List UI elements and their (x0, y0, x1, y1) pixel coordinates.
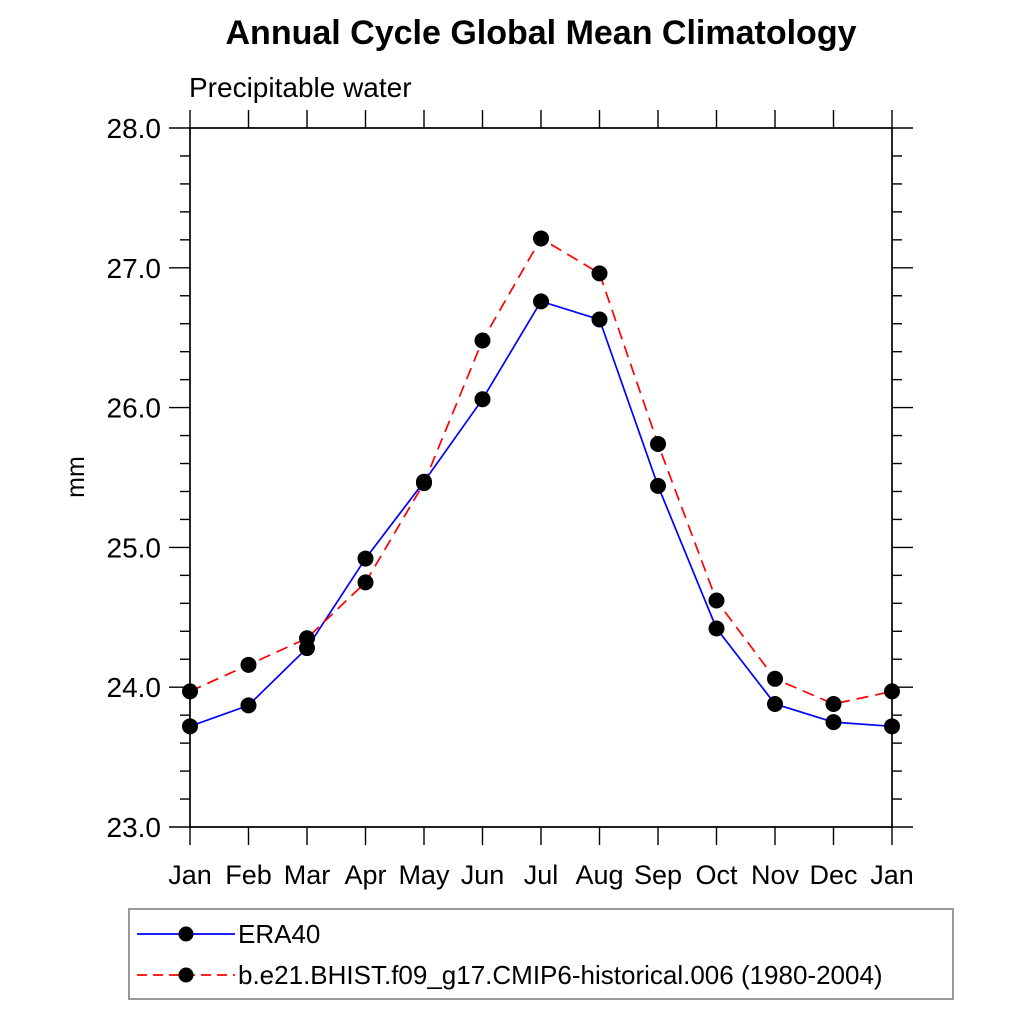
series-0-marker-dot (708, 620, 725, 637)
series-0-marker-dot (533, 293, 549, 310)
series-0-marker-dot (591, 311, 608, 328)
series-0-marker-dot (474, 391, 491, 408)
series-1-marker-dot (357, 574, 374, 591)
x-tick-label: Sep (634, 860, 682, 890)
x-tick-label: Jan (870, 860, 914, 890)
model-sample-marker-dot (178, 967, 194, 982)
series-1-marker-dot (474, 332, 491, 349)
series-1-marker-dot (299, 630, 315, 647)
legend-row-era40: ERA40 (134, 913, 952, 954)
series-1-marker-dot (591, 265, 608, 282)
legend-label-era40: ERA40 (238, 918, 321, 949)
series-0-marker-dot (240, 697, 257, 714)
series-1-marker-dot (708, 592, 725, 609)
y-tick-label: 26.0 (107, 393, 162, 424)
series-0-marker-dot (182, 718, 198, 735)
series-0-marker-dot (357, 550, 374, 567)
chart-title: Annual Cycle Global Mean Climatology (225, 14, 857, 52)
x-tick-label: Jan (168, 860, 212, 890)
y-tick-label: 28.0 (107, 113, 162, 144)
x-tick-label: Oct (695, 860, 738, 890)
series-1-marker-dot (884, 683, 900, 700)
x-tick-label: Mar (284, 860, 331, 890)
x-tick-label: Nov (751, 860, 800, 890)
series-0-marker-dot (825, 714, 842, 731)
series-0-marker-dot (767, 695, 783, 712)
x-tick-label: May (398, 860, 450, 890)
y-tick-label: 25.0 (107, 532, 162, 563)
model-line-sample (137, 967, 235, 982)
y-tick-label: 23.0 (107, 812, 162, 843)
series-1-marker-dot (182, 683, 198, 700)
series-1-marker-dot (416, 475, 432, 492)
x-tick-label: Jul (524, 860, 559, 890)
legend-row-model: b.e21.BHIST.f09_g17.CMIP6-historical.006… (134, 954, 952, 995)
legend-label-model: b.e21.BHIST.f09_g17.CMIP6-historical.006… (238, 959, 883, 990)
chart-subtitle: Precipitable water (189, 72, 412, 103)
legend-box: ERA40 b.e21.BHIST.f09_g17.CMIP6-historic… (128, 908, 954, 1000)
series-0-marker-dot (884, 718, 900, 735)
x-tick-label: Dec (809, 860, 857, 890)
series-1-marker-dot (650, 435, 666, 452)
series-1-marker-dot (767, 670, 783, 687)
x-tick-label: Apr (344, 860, 386, 890)
series-1-marker-dot (825, 695, 842, 712)
x-tick-label: Aug (575, 860, 623, 890)
era40-line-sample (137, 926, 235, 941)
x-tick-label: Feb (225, 860, 272, 890)
era40-sample-marker-dot (178, 926, 194, 941)
series-line-0 (189, 300, 893, 728)
series-1-marker-dot (240, 656, 257, 673)
series-0-marker-dot (650, 477, 666, 494)
y-tick-label: 24.0 (107, 672, 162, 703)
series-1-marker-dot (533, 230, 549, 247)
y-tick-label: 27.0 (107, 253, 162, 284)
x-tick-label: Jun (461, 860, 505, 890)
